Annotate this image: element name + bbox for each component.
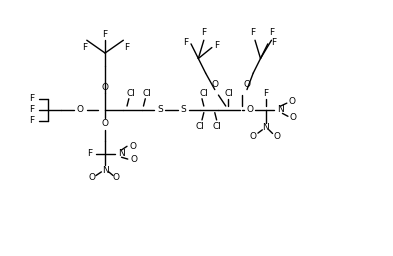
Text: F: F: [83, 43, 88, 52]
Text: O: O: [290, 113, 297, 122]
Text: F: F: [29, 105, 35, 114]
Text: F: F: [214, 41, 219, 50]
Text: O: O: [211, 80, 218, 89]
Text: N: N: [263, 123, 269, 133]
Text: Cl: Cl: [199, 89, 208, 98]
Text: F: F: [103, 30, 108, 39]
Text: O: O: [250, 132, 257, 141]
Text: O: O: [101, 82, 108, 92]
Text: F: F: [251, 28, 256, 37]
Text: O: O: [77, 105, 84, 114]
Text: O: O: [244, 80, 250, 89]
Text: F: F: [29, 94, 35, 103]
Text: F: F: [183, 38, 188, 47]
Text: F: F: [125, 43, 130, 52]
Text: O: O: [246, 105, 253, 114]
Text: S: S: [181, 105, 187, 114]
Text: N: N: [118, 149, 125, 158]
Text: O: O: [89, 173, 96, 182]
Text: F: F: [271, 38, 276, 47]
Text: S: S: [157, 105, 163, 114]
Text: Cl: Cl: [126, 89, 135, 98]
Text: N: N: [277, 105, 284, 114]
Text: N: N: [102, 166, 108, 175]
Text: F: F: [263, 89, 268, 98]
Text: Cl: Cl: [196, 122, 205, 131]
Text: F: F: [201, 28, 206, 37]
Text: O: O: [288, 97, 295, 106]
Text: F: F: [29, 116, 35, 125]
Text: O: O: [101, 119, 108, 128]
Text: O: O: [129, 142, 136, 151]
Text: O: O: [274, 132, 281, 141]
Text: O: O: [131, 155, 138, 164]
Text: Cl: Cl: [143, 89, 152, 98]
Text: Cl: Cl: [225, 89, 234, 98]
Text: O: O: [112, 173, 119, 182]
Text: F: F: [269, 28, 274, 37]
Text: Cl: Cl: [212, 122, 221, 131]
Text: F: F: [87, 149, 92, 158]
